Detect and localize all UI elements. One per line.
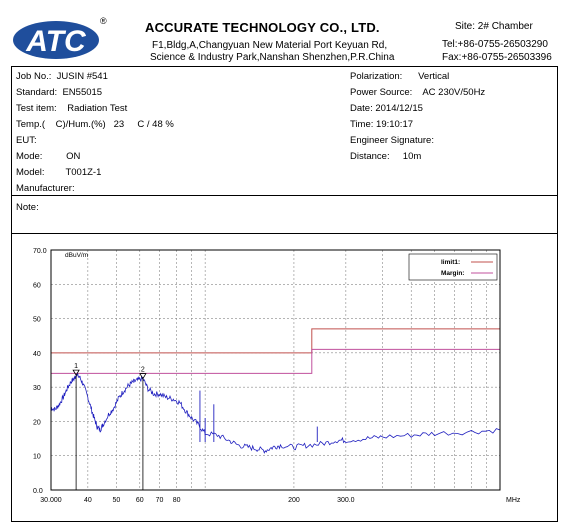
note-label: Note: — [16, 202, 39, 213]
company-name: ACCURATE TECHNOLOGY CO., LTD. — [145, 20, 380, 35]
legend-layer: limit1: Margin: — [408, 253, 498, 281]
y-tick-label: 60 — [33, 282, 41, 289]
legend-label: limit1: — [441, 259, 460, 266]
registered-mark: ® — [100, 16, 107, 26]
x-tick-label: 80 — [173, 497, 181, 504]
y-tick-label: 70.0 — [33, 248, 47, 255]
test-item: Test item: Radiation Test — [16, 103, 128, 114]
plot-frame — [50, 249, 501, 491]
atc-logo: ATC — [13, 21, 99, 59]
site-label: Site: 2# Chamber — [455, 21, 533, 32]
polarization: Polarization: Vertical — [350, 71, 450, 82]
grid-layer — [51, 250, 500, 490]
series-layer — [50, 373, 501, 454]
marker-label: 2 — [141, 367, 145, 374]
fax-label: Fax:+86-0755-26503396 — [442, 52, 552, 63]
limit-layer — [51, 328, 500, 374]
power-source: Power Source: AC 230V/50Hz — [350, 87, 486, 98]
marker-arrow — [139, 373, 147, 380]
y-tick-label: 0.0 — [33, 488, 43, 495]
mode: Mode: ON — [16, 151, 81, 162]
marker-label: 1 — [74, 363, 78, 370]
manufacturer: Manufacturer: — [16, 183, 75, 194]
limit1-line — [51, 328, 500, 354]
standard: Standard: EN55015 — [16, 87, 103, 98]
company-address-line2: Science & Industry Park,Nanshan Shenzhen… — [150, 52, 395, 63]
measurement-trace — [50, 373, 501, 454]
logo-text: ATC — [25, 25, 87, 58]
tel-label: Tel:+86-0755-26503290 — [442, 39, 548, 50]
y-axis-label: dBuV/m — [65, 252, 88, 259]
margin-line — [51, 348, 500, 374]
y-tick-label: 30 — [33, 385, 41, 392]
x-axis-label: MHz — [506, 497, 521, 504]
y-tick-label: 20 — [33, 419, 41, 426]
x-tick-label: 50 — [113, 497, 121, 504]
distance: Distance: 10m — [350, 151, 422, 162]
x-tick-label: 70 — [156, 497, 164, 504]
temp-humidity: Temp.( C)/Hum.(%) 23 C / 48 % — [16, 119, 174, 130]
y-tick-label: 10 — [33, 454, 41, 461]
x-tick-label: 200 — [288, 497, 300, 504]
marker-arrow — [72, 369, 80, 376]
legend-box — [408, 253, 498, 281]
x-tick-label: 40 — [84, 497, 92, 504]
test-time: Time: 19:10:17 — [350, 119, 414, 130]
job-no: Job No.: JUSIN #541 — [16, 71, 108, 82]
x-tick-label: 60 — [136, 497, 144, 504]
engineer-signature: Engineer Signature: — [350, 135, 434, 146]
eut: EUT: — [16, 135, 37, 146]
test-date: Date: 2014/12/15 — [350, 103, 423, 114]
y-tick-label: 50 — [33, 317, 41, 324]
x-tick-label: 30.000 — [40, 497, 62, 504]
x-tick-label: 300.0 — [337, 497, 355, 504]
y-tick-label: 40 — [33, 351, 41, 358]
report-header: ATC ® ACCURATE TECHNOLOGY CO., LTD. F1,B… — [0, 0, 571, 66]
axis-layer: 0.0 10 20 30 40 50 60 70.0 30.000 40 50 60 70 80 200 30… — [33, 248, 521, 504]
note-panel: Note: — [11, 196, 558, 234]
test-info-panel: Job No.: JUSIN #541 Standard: EN55015 Te… — [11, 66, 558, 196]
company-address-line1: F1,Bldg,A,Changyuan New Material Port Ke… — [152, 40, 388, 51]
legend-label: Margin: — [441, 270, 464, 277]
model: Model: T001Z-1 — [16, 167, 102, 178]
